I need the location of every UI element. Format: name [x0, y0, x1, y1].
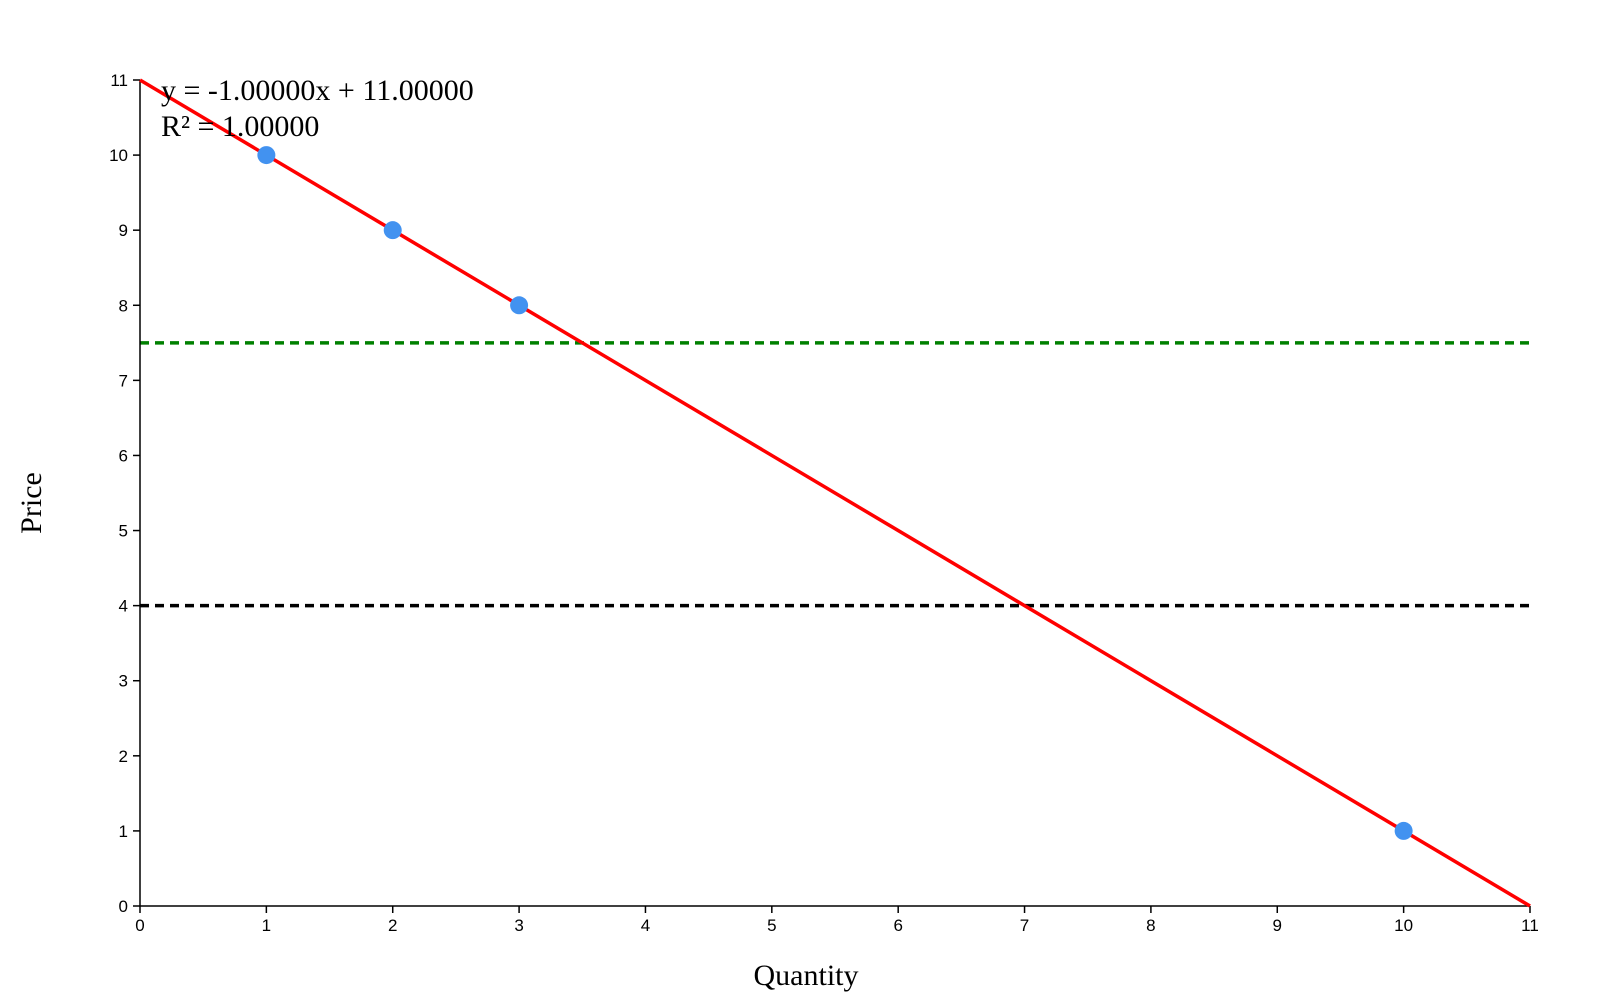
- data-points: [257, 146, 1413, 840]
- x-tick-label: 9: [1273, 916, 1282, 935]
- x-tick-label: 0: [135, 916, 144, 935]
- x-tick-label: 7: [1020, 916, 1029, 935]
- x-tick-label: 5: [767, 916, 776, 935]
- x-tick-label: 1: [262, 916, 271, 935]
- reference-lines: [140, 341, 1530, 608]
- y-tick-label: 1: [119, 822, 128, 841]
- regression-equation: y = -1.00000x + 11.00000: [161, 74, 474, 107]
- data-point: [510, 296, 529, 315]
- y-tick-label: 8: [119, 296, 128, 315]
- x-tick-label: 8: [1146, 916, 1155, 935]
- x-tick-label: 3: [514, 916, 523, 935]
- data-point: [383, 221, 402, 240]
- regression-r2: R² = 1.00000: [161, 110, 319, 143]
- regression-line: [139, 78, 1531, 908]
- x-axis-title: Quantity: [754, 959, 859, 992]
- y-tick-label: 9: [119, 221, 128, 240]
- y-tick-label: 5: [119, 522, 128, 541]
- data-point: [257, 146, 276, 165]
- y-tick-label: 0: [119, 897, 128, 916]
- y-tick-label: 6: [119, 446, 128, 465]
- y-tick-label: 4: [119, 597, 128, 616]
- regression-layer: [139, 78, 1531, 908]
- y-tick-label: 2: [119, 747, 128, 766]
- y-tick-label: 11: [110, 71, 128, 90]
- y-tick-label: 3: [119, 672, 128, 691]
- x-tick-label: 4: [641, 916, 650, 935]
- y-axis-title: Price: [15, 472, 48, 534]
- x-tick-label: 2: [388, 916, 397, 935]
- y-tick-label: 10: [109, 146, 128, 165]
- x-tick-label: 6: [893, 916, 902, 935]
- x-tick-label: 10: [1394, 916, 1413, 935]
- data-point: [1394, 821, 1413, 840]
- x-tick-label: 11: [1521, 916, 1539, 935]
- y-tick-label: 7: [119, 371, 128, 390]
- axes: 0 1 2 3 4 5 6 7 8 9 10 11 0 1 2 3 4 5 6 7 8 9 10 11: [109, 71, 1539, 935]
